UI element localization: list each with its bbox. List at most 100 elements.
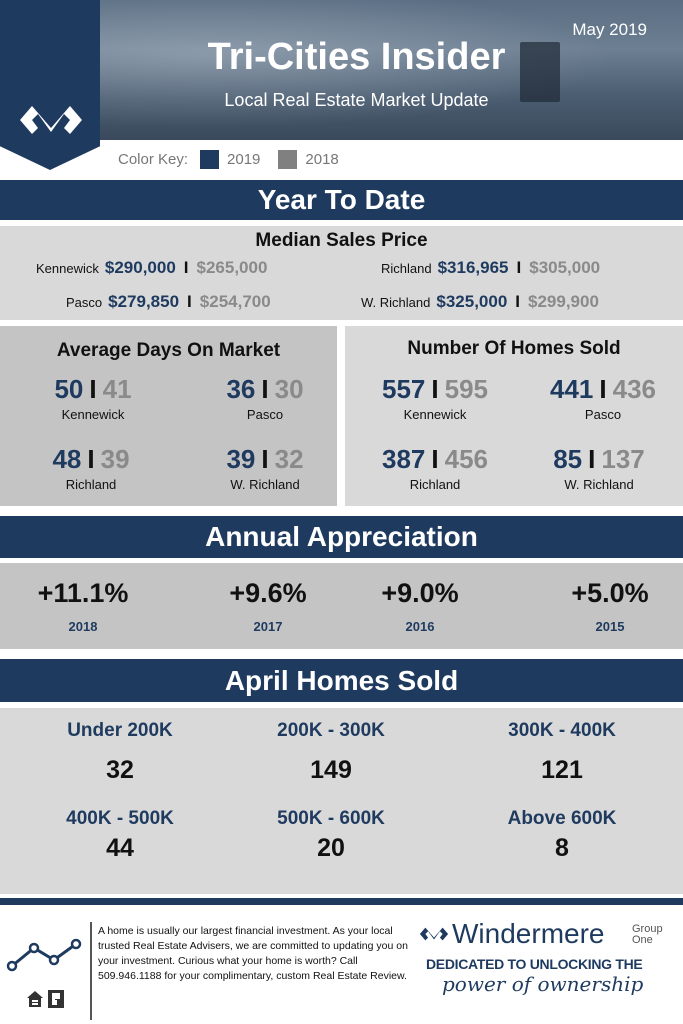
swatch-2019 [200, 149, 220, 169]
april-range-item: 300K - 400K 121 [462, 720, 662, 785]
homes-sold-count: 20 [317, 834, 345, 862]
separator: I [183, 258, 189, 277]
median-price-title: Median Sales Price [255, 230, 428, 251]
city-label: Pasco [246, 407, 284, 422]
price-range-label: 500K - 600K [277, 808, 385, 829]
section-heading-april-sold: April Homes Sold [0, 659, 683, 702]
homes-sold-count: 32 [106, 756, 134, 784]
appreciation-item: +11.1% 2018 [8, 578, 158, 634]
footer-message: A home is usually our largest financial … [98, 925, 408, 982]
sold-w-richland: 85 I 137 W. Richland [524, 444, 674, 492]
price-range-label: Under 200K [67, 720, 173, 741]
city-label: Kennewick [403, 407, 467, 422]
value-2018: 137 [601, 444, 645, 474]
section-heading-ytd: Year To Date [0, 180, 683, 220]
sold-kennewick: 557 I 595 Kennewick [360, 374, 510, 422]
tagline-top: DEDICATED TO UNLOCKING THE [426, 956, 643, 972]
value-2019: $279,850 [108, 292, 180, 311]
value-2019: $290,000 [104, 258, 176, 277]
separator: I [187, 292, 192, 311]
april-range-item: Under 200K 32 [20, 720, 220, 785]
median-price-panel [0, 226, 683, 320]
appreciation-value: +5.0% [571, 578, 649, 608]
dom-kennewick: 50 I 41 Kennewick [18, 374, 168, 422]
median-row-richland: Richland $316,965 I $305,000 [381, 258, 600, 278]
homes-sold-panel [345, 326, 683, 506]
sold-pasco: 441 I 436 Pasco [528, 374, 678, 422]
appreciation-value: +9.6% [229, 578, 307, 608]
value-2019: 48 [52, 444, 82, 474]
report-date: May 2019 [572, 20, 647, 39]
homes-sold-title: Number Of Homes Sold [407, 338, 621, 359]
separator: I [431, 444, 439, 474]
value-2018: $265,000 [196, 258, 268, 277]
value-2019: 50 [54, 374, 84, 404]
city-label: Kennewick [36, 261, 99, 276]
city-label: W. Richland [361, 295, 431, 310]
page-title: Tri-Cities Insider [207, 36, 506, 78]
dom-richland: 48 I 39 Richland [16, 444, 166, 492]
header-photo-haze [0, 0, 683, 140]
appreciation-year: 2017 [253, 619, 283, 634]
homes-sold-count: 121 [541, 756, 583, 784]
days-on-market-panel [0, 326, 337, 506]
page-subtitle: Local Real Estate Market Update [224, 90, 489, 110]
line-chart-icon [6, 938, 82, 972]
april-range-item: 400K - 500K 44 [20, 808, 220, 863]
separator: I [261, 374, 269, 404]
city-label: Richland [65, 477, 117, 492]
days-on-market-title: Average Days On Market [56, 340, 281, 361]
value-2018: 456 [444, 444, 488, 474]
value-2019: $325,000 [436, 292, 508, 311]
value-2018: 436 [612, 374, 656, 404]
separator: I [516, 258, 522, 277]
separator: I [588, 444, 596, 474]
separator: I [261, 444, 269, 474]
color-key-2018-label: 2018 [305, 150, 339, 168]
price-range-label: 400K - 500K [66, 808, 174, 829]
value-2019: 441 [549, 374, 594, 404]
value-2019: 557 [381, 374, 426, 404]
homes-sold-count: 149 [310, 756, 352, 784]
price-range-label: 200K - 300K [277, 720, 385, 741]
value-2018: 41 [102, 374, 132, 404]
appreciation-value: +11.1% [37, 578, 129, 608]
value-2018: 595 [444, 374, 488, 404]
section-heading-appreciation: Annual Appreciation [0, 516, 683, 558]
realtor-icon [48, 990, 64, 1008]
dom-w-richland: 39 I 32 W. Richland [190, 444, 340, 492]
footer-divider [90, 922, 92, 1020]
value-2018: 32 [274, 444, 304, 474]
appreciation-item: +9.0% 2016 [345, 578, 495, 634]
city-label: W. Richland [564, 477, 634, 492]
header-banner [0, 0, 683, 140]
april-range-item: 500K - 600K 20 [231, 808, 431, 863]
color-key: Color Key: 2019 2018 [118, 148, 339, 170]
bench-silhouette [520, 42, 560, 102]
value-2018: 39 [100, 444, 130, 474]
separator: I [515, 292, 521, 311]
appreciation-value: +9.0% [381, 578, 459, 608]
appreciation-year: 2018 [68, 619, 98, 634]
value-2019: 85 [553, 444, 583, 474]
homes-sold-count: 8 [555, 834, 569, 862]
brand-group: Group One [632, 923, 663, 946]
appreciation-item: +9.6% 2017 [193, 578, 343, 634]
median-row-kennewick: Kennewick $290,000 I $265,000 [36, 258, 267, 278]
median-row-w-richland: W. Richland $325,000 I $299,900 [361, 292, 599, 312]
price-range-label: 300K - 400K [508, 720, 616, 741]
swatch-2018 [278, 149, 298, 169]
tagline-bottom: power of ownership [442, 972, 644, 996]
equal-housing-icon [27, 991, 43, 1007]
value-2018: $305,000 [529, 258, 601, 277]
city-label: Kennewick [61, 407, 125, 422]
appreciation-year: 2015 [595, 619, 625, 634]
separator: I [87, 444, 95, 474]
footer-rule [0, 898, 683, 905]
city-label: Pasco [584, 407, 622, 422]
appreciation-item: +5.0% 2015 [535, 578, 683, 634]
homes-sold-count: 44 [106, 834, 134, 862]
value-2018: $299,900 [528, 292, 599, 311]
value-2019: 36 [226, 374, 256, 404]
april-range-item: Above 600K 8 [462, 808, 662, 863]
